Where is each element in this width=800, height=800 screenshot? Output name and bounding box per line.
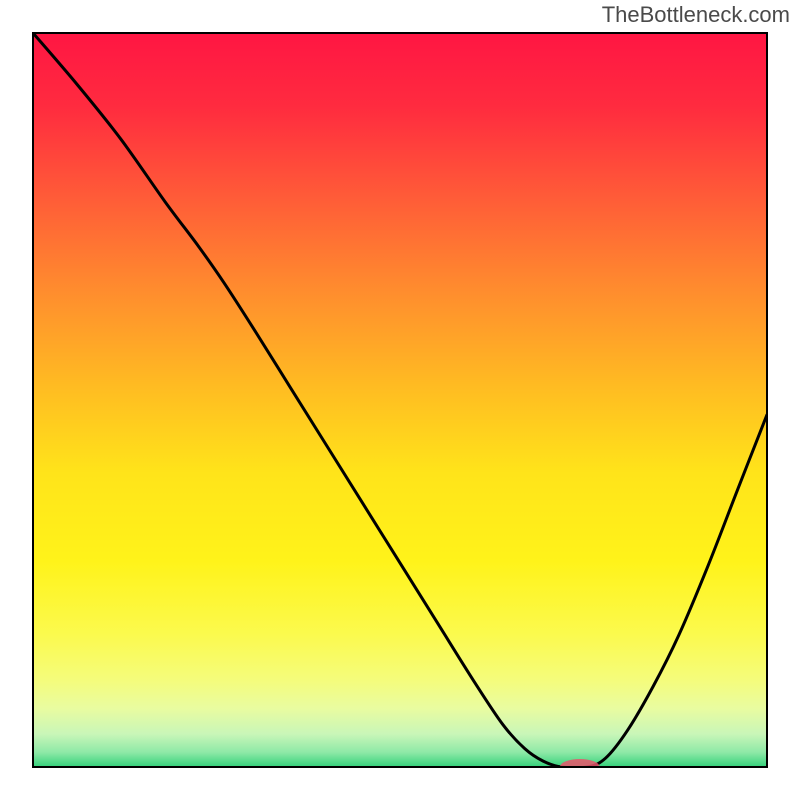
plot-background bbox=[33, 33, 767, 767]
chart-container: TheBottleneck.com bbox=[0, 0, 800, 800]
bottleneck-chart bbox=[0, 0, 800, 800]
